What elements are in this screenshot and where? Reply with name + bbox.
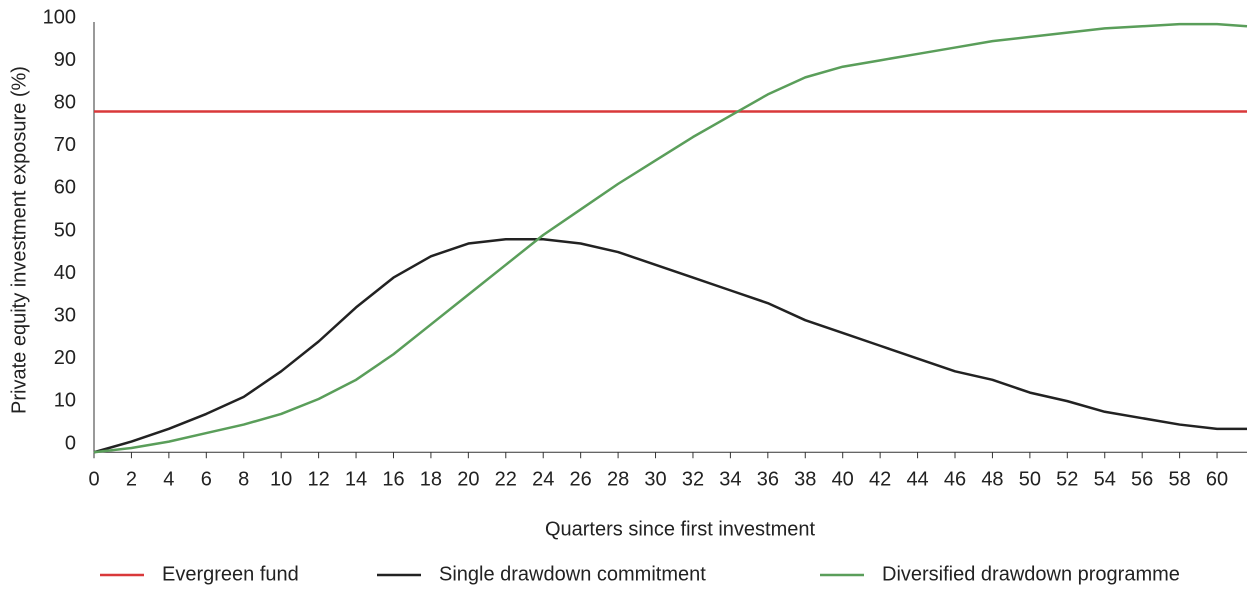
y-tick-label: 40 <box>54 262 76 284</box>
x-tick-label: 52 <box>1056 469 1078 491</box>
y-tick-label: 0 <box>65 432 76 454</box>
x-tick-label: 18 <box>420 469 442 491</box>
x-tick-label: 42 <box>869 469 891 491</box>
x-tick-label: 60 <box>1206 469 1228 491</box>
x-tick-label: 6 <box>201 469 212 491</box>
series-line <box>93 238 1247 454</box>
x-tick-label: 56 <box>1131 469 1153 491</box>
x-tick-label: 2 <box>126 469 137 491</box>
legend-label: Single drawdown commitment <box>439 563 706 585</box>
y-tick-label: 100 <box>43 6 76 28</box>
x-tick-label: 30 <box>644 469 666 491</box>
x-tick-label: 4 <box>163 469 174 491</box>
x-tick-label: 32 <box>682 469 704 491</box>
x-tick-label: 10 <box>270 469 292 491</box>
x-tick-label: 28 <box>607 469 629 491</box>
y-tick-label: 50 <box>54 219 76 241</box>
series-line <box>93 22 1248 454</box>
x-axis-title: Quarters since first investment <box>545 518 816 540</box>
x-tick-label: 26 <box>570 469 592 491</box>
legend-label: Diversified drawdown programme <box>882 563 1180 585</box>
y-axis-title: Private equity investment exposure (%) <box>8 66 30 414</box>
x-tick-label: 14 <box>345 469 367 491</box>
x-tick-label: 38 <box>794 469 816 491</box>
x-tick-label: 36 <box>757 469 779 491</box>
y-tick-label: 90 <box>54 49 76 71</box>
x-tick-label: 54 <box>1094 469 1116 491</box>
x-tick-label: 44 <box>906 469 928 491</box>
y-tick-label: 30 <box>54 304 76 326</box>
x-tick-label: 48 <box>981 469 1003 491</box>
y-tick-label: 70 <box>54 134 76 156</box>
x-tick-label: 24 <box>532 469 554 491</box>
x-tick-label: 20 <box>457 469 479 491</box>
x-tick-label: 0 <box>88 469 99 491</box>
x-tick-label: 12 <box>307 469 329 491</box>
legend-label: Evergreen fund <box>162 563 299 585</box>
x-tick-label: 58 <box>1168 469 1190 491</box>
x-tick-label: 22 <box>495 469 517 491</box>
y-tick-label: 20 <box>54 347 76 369</box>
x-tick-label: 40 <box>832 469 854 491</box>
x-tick-label: 8 <box>238 469 249 491</box>
y-tick-label: 10 <box>54 390 76 412</box>
x-tick-label: 50 <box>1019 469 1041 491</box>
x-tick-label: 46 <box>944 469 966 491</box>
y-tick-label: 60 <box>54 177 76 199</box>
x-tick-label: 34 <box>719 469 741 491</box>
y-tick-label: 80 <box>54 91 76 113</box>
x-tick-label: 16 <box>382 469 404 491</box>
